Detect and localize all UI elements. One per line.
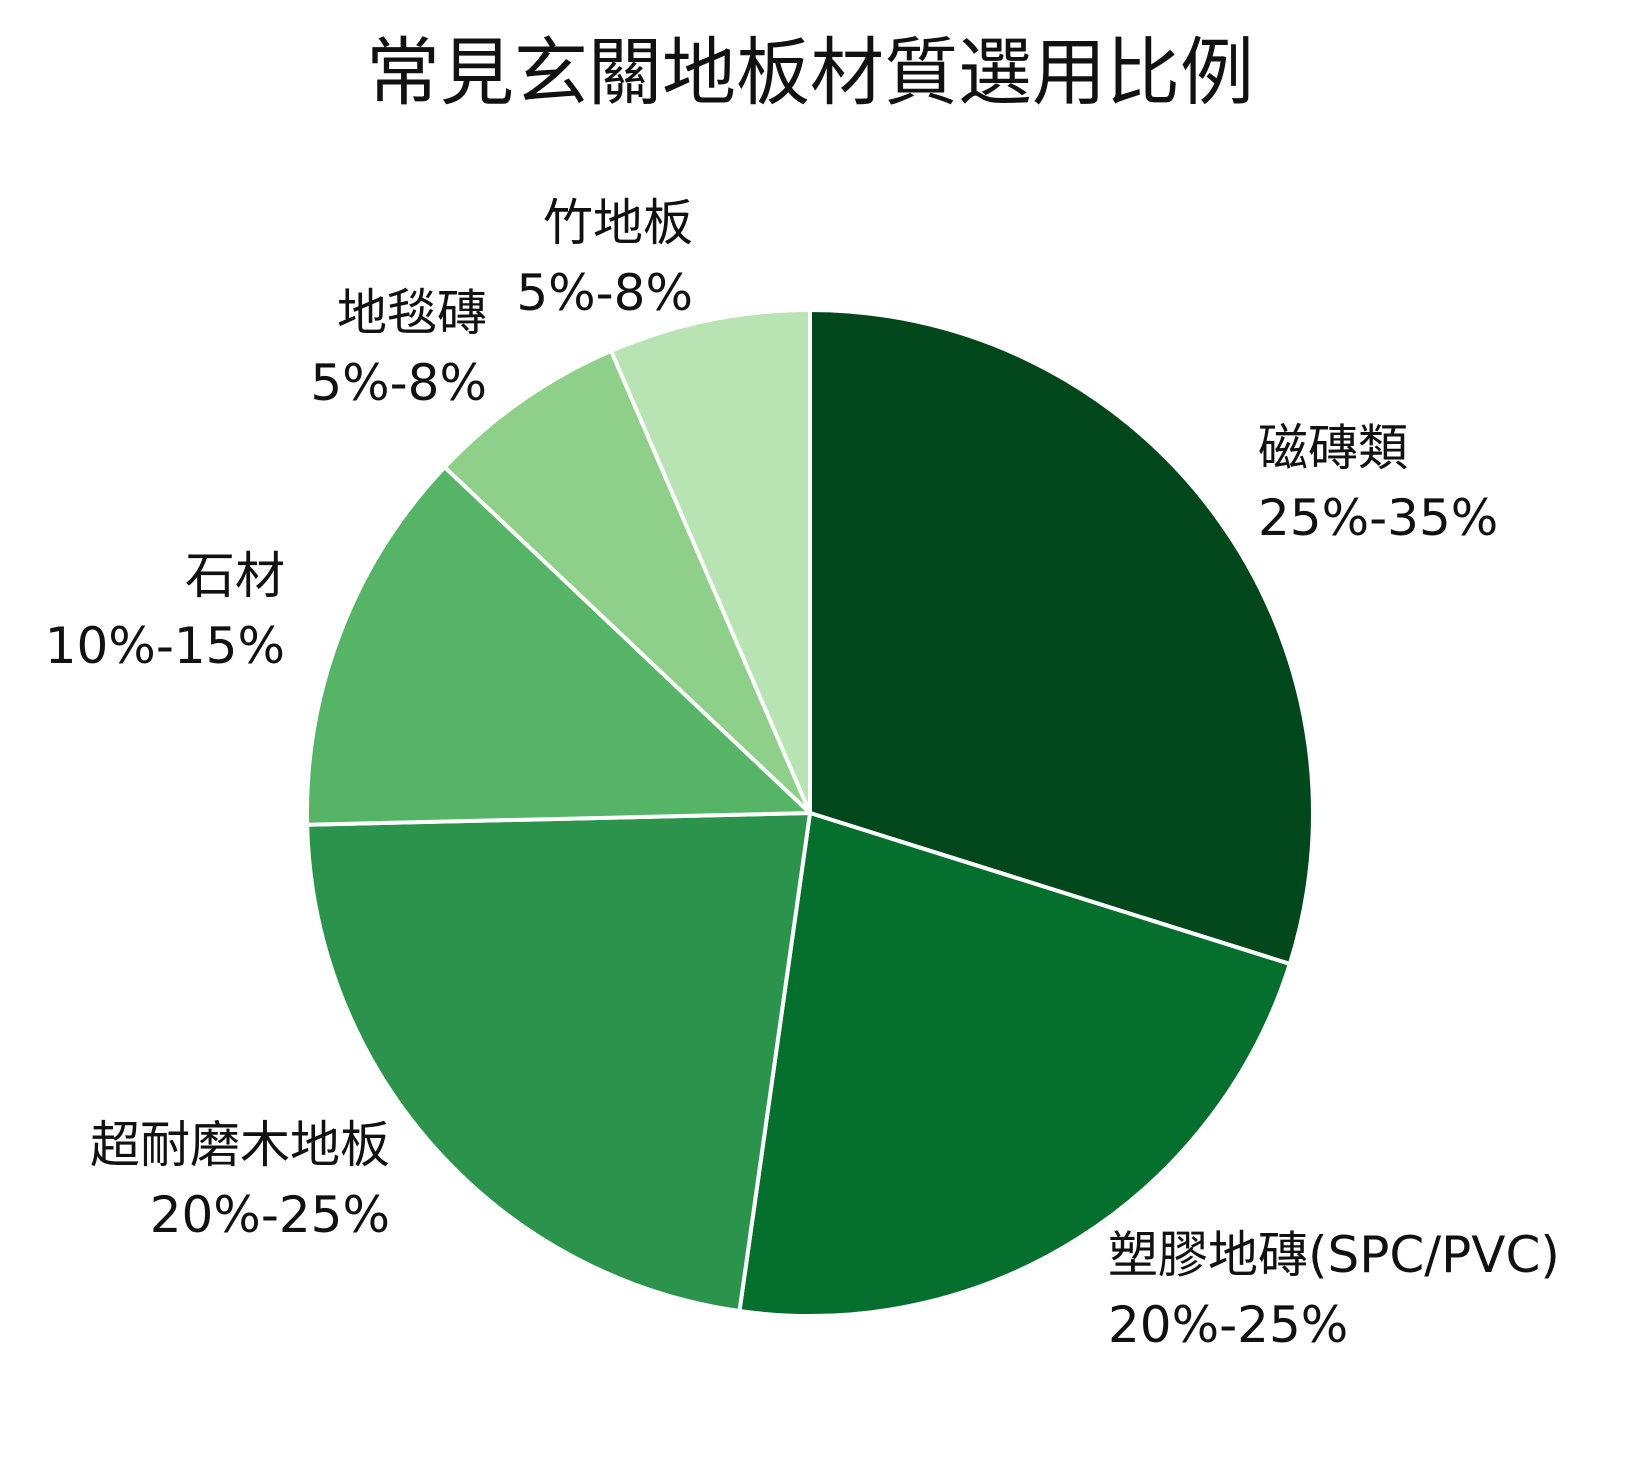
slice-value-ceramic-tile: 25%-35% [1258, 489, 1498, 547]
slice-label-plastic-tile: 塑膠地磚(SPC/PVC) [1108, 1226, 1560, 1284]
slice-value-stone: 10%-15% [45, 617, 285, 675]
slice-label-bamboo: 竹地板 [543, 194, 693, 252]
pie-slices [305, 308, 1315, 1318]
slice-label-ceramic-tile: 磁磚類 [1258, 419, 1408, 477]
pie-slice-plastic-tile [737, 811, 1292, 1318]
slice-label-stone: 石材 [185, 547, 285, 605]
slice-value-laminate-wood: 20%-25% [150, 1186, 390, 1244]
slice-value-bamboo: 5%-8% [516, 264, 693, 322]
pie-slice-ceramic-tile [808, 308, 1315, 966]
pie-slice-stone [305, 465, 812, 827]
slice-label-carpet-tile: 地毯磚 [337, 284, 487, 342]
chart-title: 常見玄關地板材質選用比例 [366, 30, 1254, 116]
slice-labels: 磁磚類 25%-35% 塑膠地磚(SPC/PVC) 20%-25% 超耐磨木地板… [45, 194, 1560, 1354]
slice-label-laminate-wood: 超耐磨木地板 [90, 1116, 390, 1174]
pie-slice-laminate-wood [305, 811, 812, 1314]
slice-value-carpet-tile: 5%-8% [310, 354, 487, 412]
slice-value-plastic-tile: 20%-25% [1108, 1296, 1348, 1354]
pie-slice-carpet-tile [442, 348, 812, 815]
pie-slice-bamboo [609, 308, 812, 815]
